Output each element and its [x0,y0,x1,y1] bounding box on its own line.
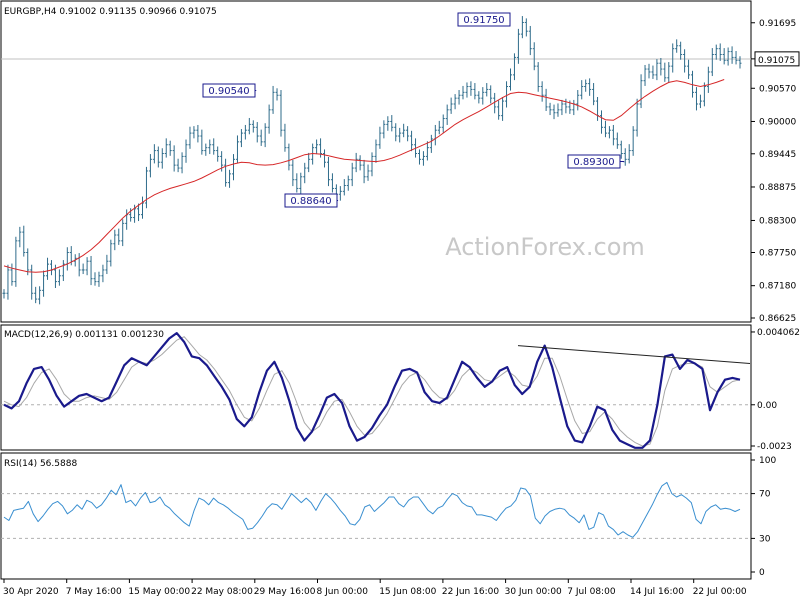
macd-trendline-segment [517,345,751,365]
macd-polyline [3,332,741,449]
time-tick-label: 29 May 16:00 [254,587,316,597]
rsi-tick-label: 100 [759,456,776,466]
last-price-box [754,51,800,67]
price-tick-label: 0.88875 [759,183,796,193]
price-tick-label: 0.90570 [759,84,796,94]
time-tick-label: 22 Jul 00:00 [693,587,747,597]
price-tick-label: 0.90000 [759,117,796,127]
price-tick-label: 0.91695 [759,19,796,29]
rsi-panel-frame [0,452,752,580]
time-tick-label: 7 Jul 08:00 [567,587,616,597]
time-axis: 30 Apr 2020 7 May 16:00 15 May 00:00 22 May… [3,579,747,597]
macd-label: MACD(12,26,9) 0.001131 0.001230 [4,330,164,340]
watermark: ActionForex.com [445,233,645,261]
time-tick-label: 22 Jun 16:00 [442,587,499,597]
price-tick-label: 0.88300 [759,216,796,226]
last-price-marker: 0.91075 [754,51,800,67]
macd-tick-label: -0.0023 [757,442,792,452]
macd-panel-frame [0,324,752,451]
macd-tick-label: 0.00 [757,401,777,411]
macd-trendline [517,345,751,365]
time-tick-label: 22 May 08:00 [191,587,253,597]
price-tick-label: 0.89445 [759,150,796,160]
moving-average [3,79,725,273]
annotation-label: 0.89300 [573,157,614,168]
rsi-levels [1,493,751,539]
price-tick-label: 0.86625 [759,314,796,324]
time-tick-label: 15 May 00:00 [128,587,190,597]
macd-signal-polyline [3,336,741,447]
annotation-label: 0.90540 [208,86,249,97]
rsi-tick-label: 30 [759,534,771,544]
last-price-label: 0.91075 [758,56,795,66]
time-tick-label: 30 Jun 00:00 [505,587,562,597]
rsi-tick-label: 70 [759,490,771,500]
rsi-tick-label: 0 [759,568,765,578]
price-tick-label: 0.87180 [759,282,796,292]
macd-axis: 0.004062 0.00 -0.0023 [751,328,800,452]
macd-tick-label: 0.004062 [757,328,800,338]
time-tick-label: 14 Jul 16:00 [630,587,684,597]
rsi-polyline [3,481,741,538]
time-tick-label: 7 May 16:00 [66,587,122,597]
rsi-axis: 100 70 30 0 [751,456,776,578]
price-panel-frame [0,0,752,323]
symbol-label: EURGBP,H4 0.91002 0.91135 0.90966 0.9107… [4,7,217,17]
annotation-label: 0.88640 [290,196,331,207]
time-tick-label: 15 Jun 08:00 [379,587,436,597]
time-tick-label: 8 Jun 00:00 [317,587,369,597]
candles [2,16,742,305]
macd-signal [3,336,741,447]
ma-polyline [3,79,725,273]
time-tick-label: 30 Apr 2020 [3,587,59,597]
macd-line [3,332,741,449]
annotation-label: 0.91750 [463,15,504,26]
price-tick-label: 0.87750 [759,248,796,258]
price-annotations: 0.91750 0.90540 0.88640 0.89300 [202,12,625,208]
rsi-label: RSI(14) 56.5888 [4,459,77,469]
rsi-line [3,481,741,538]
